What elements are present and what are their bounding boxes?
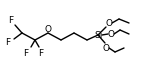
Text: F: F <box>5 38 11 46</box>
Text: O: O <box>45 24 52 34</box>
Text: O: O <box>107 29 114 39</box>
Text: Si: Si <box>95 30 103 40</box>
Text: F: F <box>38 49 44 59</box>
Text: F: F <box>23 48 29 58</box>
Text: F: F <box>8 16 14 24</box>
Text: O: O <box>105 19 112 27</box>
Text: O: O <box>103 43 110 53</box>
